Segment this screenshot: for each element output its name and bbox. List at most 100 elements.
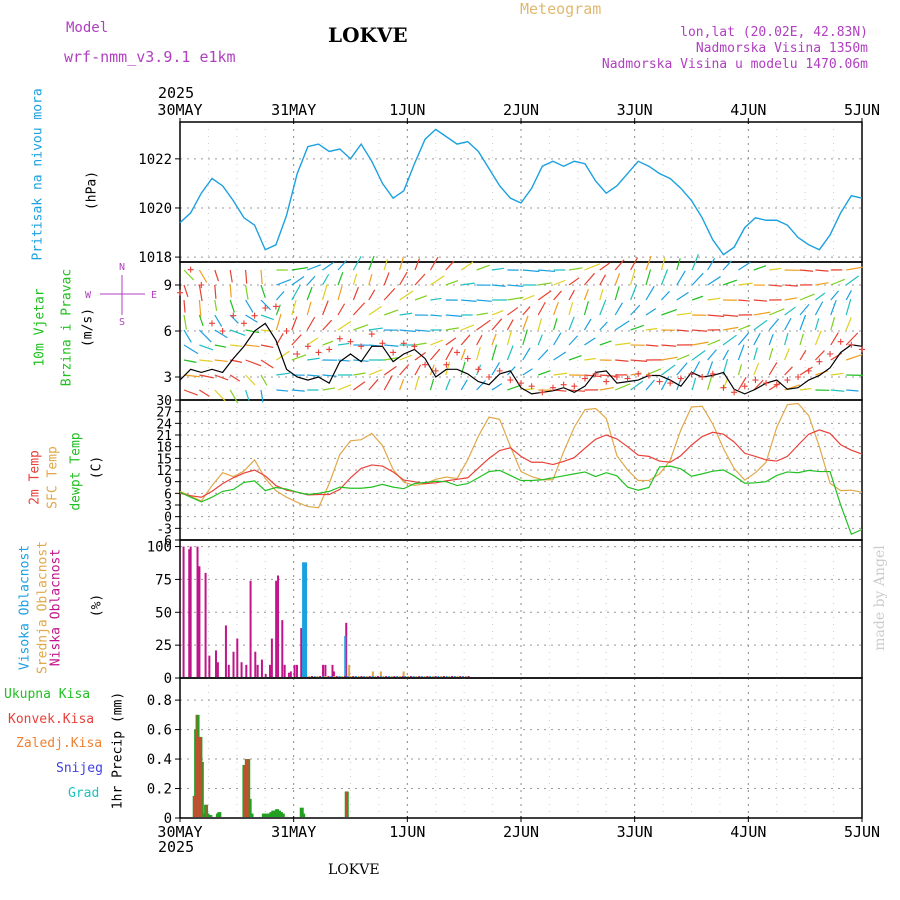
wind-arrow — [307, 374, 320, 377]
low-cloud-bar — [249, 580, 252, 677]
wind-arrow — [183, 314, 188, 330]
wind-gust-mark — [187, 266, 194, 273]
wind-arrow — [583, 318, 592, 331]
wind-gust-mark — [763, 380, 770, 387]
wind-arrow — [429, 256, 439, 271]
wind-arrow — [583, 272, 595, 286]
wind-arrow — [183, 299, 186, 313]
wind-arrow — [353, 372, 366, 376]
wind-arrow — [784, 366, 793, 376]
wind-arrow — [645, 327, 658, 331]
wind-arrow — [784, 297, 798, 301]
wind-arrow — [661, 356, 678, 361]
wind-arrow — [322, 284, 328, 301]
wind-arrow — [429, 378, 435, 391]
wind-arrow — [799, 269, 814, 272]
wind-arrow — [276, 389, 289, 392]
wind-arrow — [615, 359, 629, 362]
pressure-line — [179, 128, 863, 256]
wind-gust-mark — [549, 384, 556, 391]
cloud-trace-bar — [418, 676, 421, 677]
wind-arrow — [491, 318, 503, 331]
wind-arrow — [599, 374, 617, 377]
wind-arrow — [414, 273, 426, 286]
wind-arrow — [707, 297, 721, 301]
wind-arrow — [306, 286, 313, 301]
wind-arrow — [538, 269, 556, 273]
wind-arrow — [553, 279, 566, 286]
low-cloud-bar — [283, 664, 286, 677]
wind-arrow — [199, 344, 214, 351]
wind-arrow — [538, 370, 551, 376]
wind-arrow — [722, 260, 732, 271]
wind-arrow — [337, 271, 344, 286]
low-cloud-bar — [268, 664, 271, 677]
wind-arrow — [784, 348, 790, 361]
cloud-trace-bar — [415, 676, 418, 677]
wind-arrow — [445, 260, 455, 271]
low-cloud-bar — [204, 572, 207, 677]
wind-arrow — [352, 256, 362, 271]
wind-arrow — [845, 332, 859, 346]
wind-arrow — [722, 314, 739, 317]
y-tick-label: 6 — [164, 487, 172, 502]
wind-arrow — [199, 374, 214, 379]
wind-arrow — [737, 364, 743, 376]
cloud-trace-bar — [341, 676, 344, 677]
wind-gust-mark — [475, 366, 482, 373]
wind-arrow — [830, 317, 836, 331]
wind-arrow — [230, 344, 243, 347]
wind-arrow — [245, 284, 249, 300]
wind-gust-mark — [262, 305, 269, 311]
cloud-trace-bar — [354, 676, 357, 677]
wind-gust-mark — [624, 375, 631, 382]
conv-precip-bar — [200, 762, 203, 817]
low-cloud-bar — [216, 662, 219, 677]
cloud-trace-bar — [363, 676, 366, 677]
wind-arrow — [322, 374, 337, 377]
wind-arrow — [846, 389, 859, 392]
wind-gust-mark — [379, 340, 386, 347]
y-tick-label: 75 — [155, 572, 172, 588]
wind-arrow — [722, 334, 737, 346]
wind-arrow — [553, 332, 562, 346]
wind-gust-mark — [645, 372, 652, 379]
wind-arrow — [399, 256, 405, 271]
sfc-temp-line — [179, 402, 863, 509]
low-cloud-bar — [256, 664, 259, 677]
wind-arrow — [476, 380, 486, 391]
wind-arrow — [722, 279, 738, 286]
cloud-trace-bar — [327, 676, 330, 677]
wind-arrow — [614, 302, 623, 316]
y-tick-label: 9 — [164, 278, 172, 294]
wind-gust-mark — [347, 338, 354, 345]
wind-arrow — [476, 347, 481, 361]
low-cloud-bar — [240, 662, 243, 677]
low-cloud-bar — [287, 672, 290, 677]
wind-arrow — [461, 282, 475, 286]
wind-arrow — [753, 379, 764, 391]
wind-arrow — [584, 357, 596, 361]
wind-gust-mark — [240, 320, 247, 327]
low-cloud-bar — [198, 566, 201, 677]
low-cloud-bar — [196, 546, 199, 677]
wind-gust-mark — [443, 361, 450, 368]
wind-arrow — [368, 306, 382, 316]
wind-arrow — [198, 314, 204, 327]
wind-arrow — [707, 374, 713, 391]
wind-arrow — [245, 329, 260, 334]
wind-gust-mark — [827, 351, 834, 357]
wind-arrow — [183, 344, 199, 355]
wind-arrow — [429, 364, 435, 376]
wind-arrow — [707, 349, 717, 361]
wind-arrow — [306, 301, 312, 316]
wind-arrow — [599, 321, 608, 331]
wind-arrow — [229, 314, 239, 324]
low-cloud-bar — [295, 664, 298, 677]
wind-arrow — [814, 350, 825, 361]
wind-arrow — [491, 284, 506, 287]
wind-arrow — [691, 254, 699, 271]
wind-arrow — [815, 292, 826, 301]
cloud-trace-bar — [382, 676, 385, 677]
wind-arrow — [799, 333, 804, 346]
